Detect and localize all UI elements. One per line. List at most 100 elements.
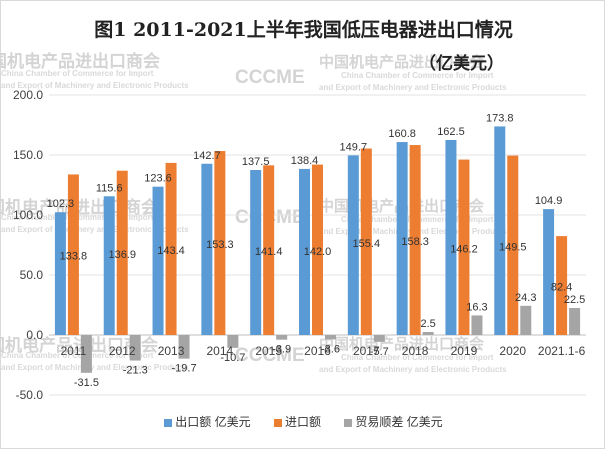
bar-import [165,162,177,335]
data-label: 136.9 [108,249,136,261]
bar-export [250,170,262,335]
legend-swatch-import [273,418,282,427]
y-tick-label: 100.0 [13,208,43,222]
data-label: -10.7 [220,352,245,364]
data-label: 82.4 [551,282,572,294]
watermark-en: and Export of Machinery and Electronic P… [319,365,507,374]
bar-export [445,140,457,335]
bar-export [201,163,213,335]
data-label: 16.3 [466,301,487,313]
data-label: 115.6 [96,182,123,194]
bar-export [543,209,555,335]
x-tick-label: 2013 [158,344,185,358]
data-label: 138.4 [291,155,319,167]
bar-export [494,126,506,335]
bar-surplus [422,332,434,335]
y-tick-label: -50.0 [16,388,44,402]
watermark-en: and Export of Machinery and Electronic P… [1,363,189,372]
data-labels: 102.3 133.8 -31.5 115.6 136.9 -21.3 123.6 143.4… [47,112,586,388]
y-tick-label: 200.0 [13,88,43,102]
legend-swatch-export [164,418,173,427]
bar-import [312,164,323,335]
data-label: 142.0 [304,246,332,258]
bar-surplus [520,305,532,335]
legend-item-export: 出口额 亿美元 [164,413,251,430]
watermark-en: China Chamber of Commerce for Import [1,69,154,78]
bar-import [67,174,79,335]
data-label: 123.6 [144,173,172,185]
legend-label-surplus: 贸易顺差 亿美元 [355,415,443,429]
data-label: -21.3 [123,365,148,377]
bar-surplus [276,335,288,340]
data-label: 141.4 [255,246,283,258]
axis-labels: 200.0 150.0 100.0 50.0 0.0 -50.0 2011 2012 2013 2… [13,88,586,402]
data-label: 149.5 [499,241,527,253]
y-tick-label: 50.0 [20,268,44,282]
bar-import [263,165,275,335]
data-label: -5.7 [370,346,389,358]
x-tick-label: 2016 [304,344,331,358]
data-label: 149.7 [340,141,368,153]
data-label: -3.6 [321,343,340,355]
legend-label-export: 出口额 亿美元 [175,415,251,429]
legend-item-import: 进口额 [273,413,321,430]
chart-subtitle: （亿美元） [419,54,504,74]
watermark-en: China Chamber of Commerce for Import [341,71,494,80]
x-tick-label: 2017 [353,344,380,358]
bar-export [152,186,164,335]
bar-surplus [178,335,190,359]
x-tick-label: 2014 [207,344,234,358]
x-tick-label: 2019 [451,344,478,358]
data-label: -19.7 [172,363,197,375]
data-label: 104.9 [535,195,563,207]
data-label: -3.9 [272,344,291,356]
data-label: 143.4 [157,245,185,257]
data-label: 153.3 [206,239,234,251]
legend-label-import: 进口额 [284,415,321,429]
watermark-en: China Chamber of Commerce for Import [341,353,494,362]
chart-title: 图1 2011-2021上半年我国低压电器进出口情况 [94,19,513,41]
data-label: 146.2 [450,243,478,255]
watermark-en: and Export of Machinery and Electronic P… [1,81,189,90]
watermark-en: and Export of Machinery and Electronic P… [1,225,189,234]
bar-import [556,236,568,335]
legend-item-surplus: 贸易顺差 亿美元 [344,413,443,430]
y-tick-label: 150.0 [13,148,43,162]
legend: 出口额 亿美元 进口额 贸易顺差 亿美元 [1,413,605,430]
bar-surplus [227,335,239,348]
bar-import [409,145,421,335]
data-label: 142.7 [193,150,221,162]
data-label: 133.8 [60,251,88,263]
legend-swatch-surplus [344,418,353,427]
bar-surplus [471,315,483,335]
data-label: 2.5 [420,318,435,330]
bar-import [458,159,470,335]
bar-surplus [373,335,385,342]
x-tick-label: 2011 [61,344,87,358]
bar-import [507,155,519,335]
x-tick-label: 2020 [499,344,526,358]
x-tick-label: 2015 [255,344,282,358]
data-label: 24.3 [515,292,536,304]
bar-surplus [325,335,336,340]
data-label: 162.5 [437,126,465,138]
data-label: 160.8 [388,128,416,140]
watermark-en: and Export of Machinery and Electronic P… [319,83,507,92]
x-tick-label: 2018 [402,344,429,358]
bar-export [54,212,66,335]
y-tick-label: 0.0 [26,328,43,342]
bar-import [360,148,372,335]
data-label: 158.3 [401,236,429,248]
bar-import [116,170,128,335]
bar-surplus [80,335,92,373]
x-tick-label: 2012 [109,344,136,358]
watermark-en: China Chamber of Commerce for Import [1,351,154,360]
bar-surplus [129,335,141,361]
x-tick-label: 2021.1-6 [538,344,586,358]
bar-export [396,142,408,335]
data-label: 155.4 [353,238,381,250]
bar-export [103,196,115,335]
data-label: 137.5 [242,156,270,168]
data-label: -31.5 [74,377,99,389]
